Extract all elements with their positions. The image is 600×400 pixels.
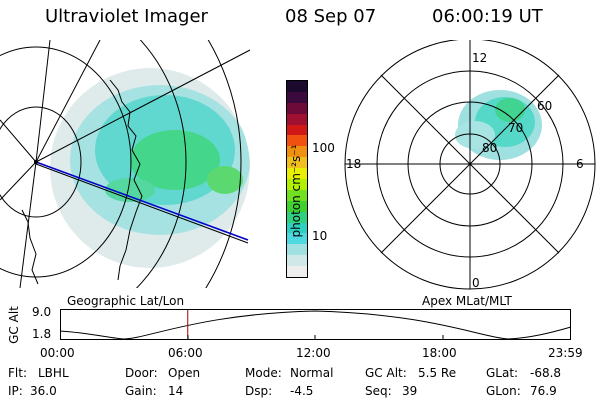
uv-emission-disk [50, 68, 250, 268]
seq-label: Seq: [365, 384, 392, 398]
glon-value: 76.9 [530, 384, 557, 398]
terminator-line [35, 163, 249, 244]
colorbar-segment [287, 146, 307, 158]
filter-label: Flt: [8, 366, 27, 380]
colorbar-unit-label: photon cm⁻²s⁻¹ [289, 144, 303, 238]
mlat-label-60: 60 [537, 99, 552, 113]
colorbar-segment [287, 91, 307, 103]
colorbar-segment [287, 266, 307, 278]
mlat-label-70: 70 [508, 121, 523, 135]
mlat-label-80: 80 [482, 141, 497, 155]
colorbar-segment [287, 222, 307, 234]
time-tick-2359: 23:59 [548, 346, 583, 360]
latitude-lines [0, 40, 242, 288]
colorbar-segment [287, 102, 307, 114]
altitude-plot [60, 309, 572, 340]
mode-label: Mode: [245, 366, 282, 380]
right-panel-caption: Apex MLat/MLT [422, 294, 512, 308]
colorbar-segment [287, 168, 307, 180]
magnetic-polar-panel: 12 0 18 6 60 70 80 [344, 40, 596, 290]
colorbar-tick-10: 10 [312, 229, 328, 243]
longitude-lines [0, 40, 251, 288]
dsp-label: Dsp: [245, 384, 273, 398]
instrument-title: Ultraviolet Imager [45, 6, 208, 27]
colorbar-segment [287, 157, 307, 169]
glon-label: GLon: [486, 384, 521, 398]
mlt-label-6: 6 [576, 157, 584, 171]
gc-alt-value: 5.5 Re [418, 366, 457, 380]
coastline-west [21, 209, 39, 285]
colorbar-segment [287, 244, 307, 256]
ip-label: IP: [8, 384, 23, 398]
colorbar-segment [287, 81, 307, 92]
time-tick-0000: 00:00 [40, 346, 75, 360]
left-panel-caption: Geographic Lat/Lon [67, 294, 185, 308]
glat-value: -68.8 [530, 366, 562, 380]
colorbar-segment [287, 124, 307, 136]
mlt-label-0: 0 [472, 276, 480, 290]
dsp-value: -4.5 [290, 384, 314, 398]
colorbar-segment [287, 200, 307, 212]
door-value: Open [168, 366, 201, 380]
gc-alt-label: GC Alt: [365, 366, 407, 380]
altitude-ylabel: GC Alt [7, 306, 21, 344]
seq-value: 39 [402, 384, 418, 398]
colorbar-segment [287, 189, 307, 201]
altitude-curve [60, 310, 572, 340]
mode-value: Normal [290, 366, 334, 380]
altitude-ytick-high: 9.0 [32, 305, 52, 319]
time-tick-1200: 12:00 [296, 346, 331, 360]
colorbar-segment [287, 135, 307, 147]
time-tick-0600: 06:00 [168, 346, 203, 360]
coastline [109, 79, 143, 281]
mlt-label-12: 12 [472, 51, 487, 65]
altitude-ytick-low: 1.8 [32, 327, 52, 341]
colorbar-segment [287, 233, 307, 245]
colorbar-tick-100: 100 [312, 141, 335, 155]
geographic-image-panel [0, 40, 251, 288]
gain-value: 14 [168, 384, 184, 398]
time-tick-1800: 18:00 [422, 346, 457, 360]
color-scale-bar [286, 80, 308, 278]
ip-value: 36.0 [30, 384, 57, 398]
colorbar-segment [287, 255, 307, 267]
colorbar-segment [287, 113, 307, 125]
filter-value: LBHL [38, 366, 69, 380]
date-label: 08 Sep 07 [285, 6, 377, 27]
auroral-oval-emission [455, 90, 542, 160]
altitude-xticks [187, 335, 444, 340]
door-label: Door: [125, 366, 158, 380]
mlt-spokes [345, 40, 595, 289]
mlt-label-18: 18 [346, 157, 361, 171]
colorbar-segment [287, 179, 307, 190]
glat-label: GLat: [486, 366, 519, 380]
time-label: 06:00:19 UT [432, 6, 543, 27]
pole-marker [34, 160, 38, 164]
orbit-track [35, 161, 249, 241]
gain-label: Gain: [125, 384, 157, 398]
colorbar-segment [287, 211, 307, 223]
